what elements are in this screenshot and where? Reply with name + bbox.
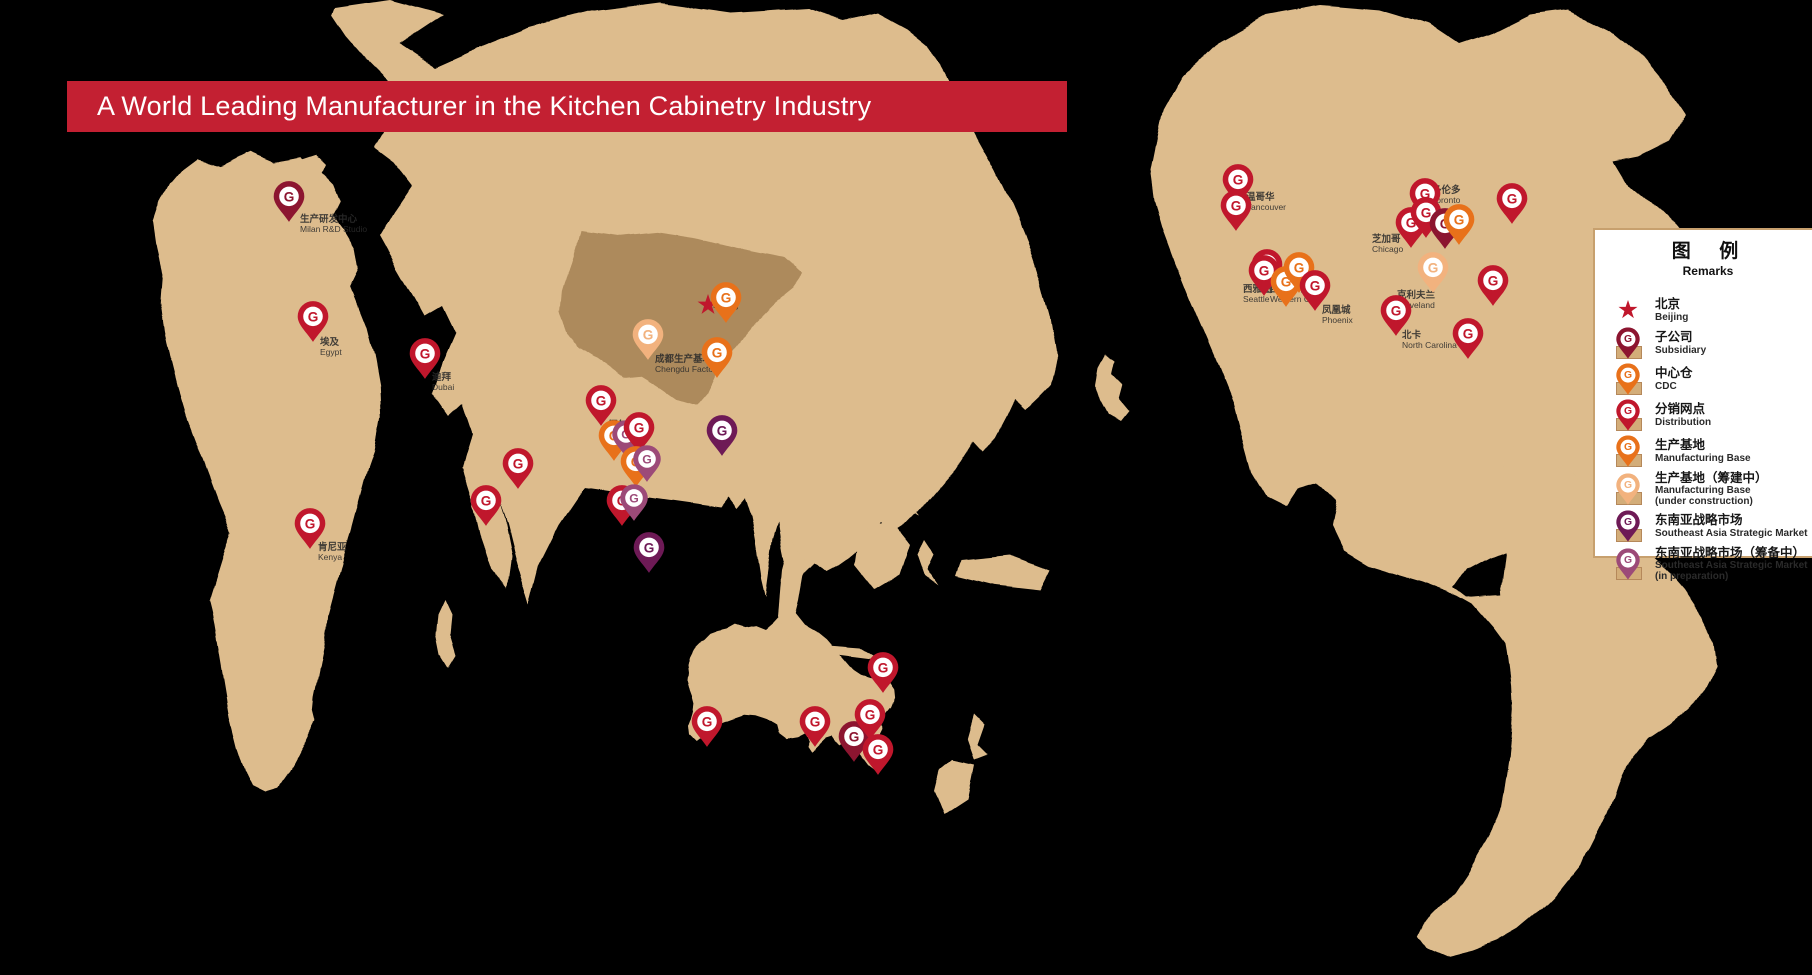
svg-text:Milan R&D Studio: Milan R&D Studio bbox=[300, 224, 367, 234]
svg-text:Seattle: Seattle bbox=[1243, 294, 1270, 304]
svg-text:Egypt: Egypt bbox=[320, 347, 342, 357]
svg-text:Vancouver: Vancouver bbox=[1246, 202, 1286, 212]
svg-text:Chicago: Chicago bbox=[1372, 244, 1403, 254]
svg-text:North Carolina: North Carolina bbox=[1402, 340, 1457, 350]
svg-text:Dubai: Dubai bbox=[432, 382, 454, 392]
svg-text:Kenya: Kenya bbox=[318, 552, 342, 562]
svg-text:Phoenix: Phoenix bbox=[1322, 315, 1353, 325]
